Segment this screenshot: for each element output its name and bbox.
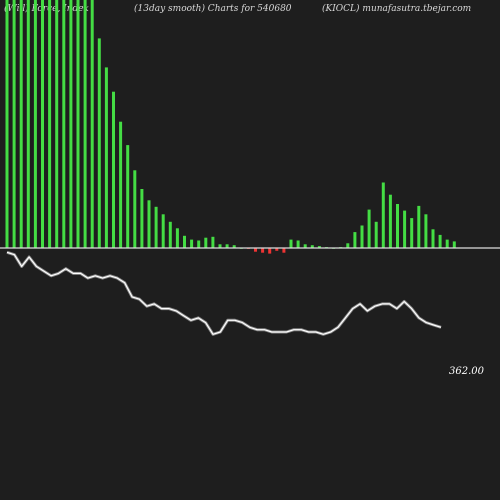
- force-index-bar: [424, 214, 428, 248]
- force-index-bar: [232, 245, 236, 248]
- force-index-bar: [268, 248, 272, 254]
- force-index-bar: [296, 240, 300, 248]
- force-index-bar: [62, 0, 66, 248]
- force-index-bar: [104, 67, 108, 249]
- price-line: [6, 251, 442, 335]
- force-index-bar: [83, 0, 87, 248]
- force-index-bar: [33, 0, 37, 248]
- force-index-bar: [204, 237, 208, 248]
- force-index-bar: [133, 170, 137, 248]
- price-line-outline: [6, 250, 442, 336]
- force-index-bar: [76, 0, 80, 248]
- force-index-bar: [90, 0, 94, 248]
- force-index-bar: [69, 0, 73, 248]
- force-index-bar: [26, 0, 30, 248]
- force-index-bar: [211, 236, 215, 248]
- force-index-bar: [275, 248, 279, 251]
- force-index-bar: [289, 239, 293, 248]
- force-index-bar: [97, 38, 101, 249]
- force-index-bar: [317, 246, 321, 248]
- force-index-bar: [452, 241, 456, 248]
- force-index-bar: [403, 210, 407, 248]
- force-index-bars: [5, 0, 456, 254]
- force-index-bar: [140, 189, 144, 248]
- force-index-bar: [119, 121, 123, 248]
- force-index-bar: [190, 239, 194, 248]
- force-index-bar: [225, 244, 229, 248]
- force-index-bar: [41, 0, 44, 248]
- force-index-bar: [431, 229, 435, 248]
- force-index-bar: [396, 204, 399, 248]
- header-left-label: (Will) Force, Index: [4, 4, 89, 14]
- force-index-bar: [438, 234, 442, 248]
- force-index-bar: [417, 205, 421, 248]
- force-index-bar: [175, 228, 179, 248]
- force-index-bar: [353, 232, 357, 248]
- header-middle-label: (13day smooth) Charts for 540680: [134, 4, 292, 14]
- last-price-label: 362.00: [449, 366, 484, 377]
- force-index-bar: [154, 206, 158, 248]
- force-index-bar: [5, 0, 9, 248]
- force-index-bar: [374, 221, 378, 248]
- force-index-bar: [126, 145, 130, 248]
- force-index-bar: [346, 243, 350, 248]
- force-index-bar: [12, 0, 16, 248]
- force-index-bar: [410, 218, 414, 248]
- force-index-bar: [197, 240, 201, 248]
- force-index-bar: [218, 244, 222, 248]
- force-index-bar: [168, 221, 172, 248]
- force-index-bar: [261, 248, 265, 253]
- force-index-bar: [48, 0, 52, 248]
- force-index-bar: [445, 239, 449, 248]
- force-index-bar: [161, 214, 165, 248]
- force-index-bar: [147, 200, 151, 248]
- force-index-bar: [183, 235, 186, 248]
- header-right-label: (KIOCL) munafasutra.tbejar.com: [322, 4, 472, 14]
- force-index-bar: [360, 225, 364, 248]
- force-index-bar: [282, 248, 286, 253]
- force-index-bar: [112, 91, 115, 248]
- force-index-bar: [310, 245, 314, 248]
- force-index-bar: [303, 244, 307, 248]
- force-index-bar: [388, 194, 392, 248]
- force-index-bar: [55, 0, 59, 248]
- force-index-bar: [254, 248, 257, 252]
- force-index-bar: [19, 0, 23, 248]
- force-index-bar: [381, 182, 385, 248]
- force-index-bar: [367, 209, 371, 248]
